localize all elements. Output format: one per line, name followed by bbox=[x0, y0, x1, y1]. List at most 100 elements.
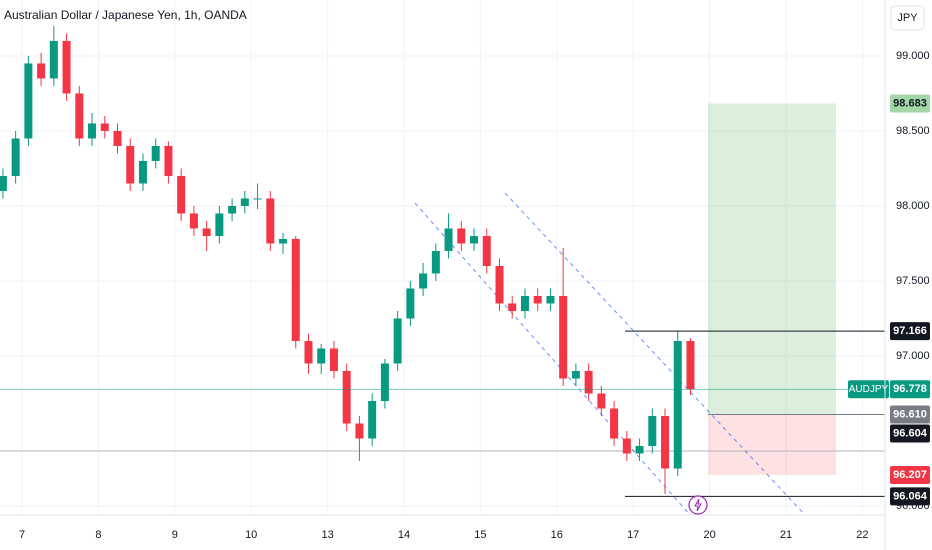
candle-body bbox=[533, 295, 542, 304]
candle-body bbox=[470, 235, 479, 244]
candle-body bbox=[266, 198, 275, 244]
candle-body bbox=[610, 408, 619, 439]
price-label-box bbox=[890, 94, 930, 113]
price-label: 96.778 bbox=[893, 383, 927, 395]
candle-body bbox=[0, 175, 7, 191]
price-label-box bbox=[890, 380, 930, 399]
candle-body bbox=[24, 63, 33, 139]
candle-body bbox=[431, 250, 440, 274]
candle-body bbox=[380, 363, 389, 401]
price-label: 96.064 bbox=[893, 490, 928, 502]
price-label-box bbox=[890, 487, 930, 506]
price-labels: 98.683 97.166 AUDJPY 96.778 96.610 96.604 96.2… bbox=[0, 94, 930, 506]
x-tick-label: 14 bbox=[398, 529, 410, 541]
candle-body bbox=[189, 213, 198, 229]
price-label: 97.166 bbox=[893, 325, 927, 337]
candle-body bbox=[368, 400, 377, 439]
candle-body bbox=[571, 370, 580, 379]
candle-body bbox=[329, 348, 338, 371]
price-label: 96.207 bbox=[893, 469, 927, 481]
x-tick-label: 10 bbox=[245, 529, 257, 541]
candle-body bbox=[673, 340, 682, 469]
x-tick-label: 8 bbox=[95, 529, 101, 541]
chart-title: Australian Dollar / Japanese Yen, 1h, OA… bbox=[4, 8, 247, 22]
candle-body bbox=[584, 370, 593, 394]
candle-body bbox=[622, 438, 631, 454]
candle-body bbox=[177, 175, 186, 214]
candle-body bbox=[520, 295, 529, 311]
candle-body bbox=[444, 228, 453, 251]
candles bbox=[0, 25, 695, 494]
candle-body bbox=[164, 145, 173, 176]
candle-body bbox=[202, 228, 211, 236]
candle-body bbox=[304, 340, 313, 364]
candle-body bbox=[62, 40, 71, 94]
candle-body bbox=[559, 295, 568, 379]
price-label: 98.683 bbox=[893, 97, 927, 109]
currency-button[interactable] bbox=[890, 5, 925, 31]
candle-body bbox=[253, 198, 262, 200]
currency[interactable]: JPY bbox=[897, 12, 918, 24]
x-tick-label: 9 bbox=[172, 529, 178, 541]
candle-body bbox=[597, 393, 606, 409]
y-tick-label: 98.000 bbox=[896, 200, 930, 212]
candle-body bbox=[661, 415, 670, 469]
candle-body bbox=[113, 130, 122, 146]
candle-body bbox=[393, 318, 402, 364]
symbol-label: AUDJPY bbox=[849, 384, 889, 395]
candle-body bbox=[457, 228, 466, 244]
price-label: 96.610 bbox=[893, 408, 927, 420]
candle-body bbox=[495, 265, 504, 304]
price-label-box bbox=[890, 465, 930, 484]
x-tick-label: 17 bbox=[627, 529, 639, 541]
price-label-box bbox=[890, 405, 930, 424]
candle-body bbox=[508, 303, 517, 311]
candle-body bbox=[138, 160, 147, 184]
candle-body bbox=[151, 145, 160, 161]
y-tick-label: 99.000 bbox=[896, 50, 930, 62]
channel-line bbox=[504, 192, 806, 516]
y-tick-label: 97.500 bbox=[896, 275, 930, 287]
candle-body bbox=[75, 93, 84, 139]
event-icon[interactable] bbox=[688, 495, 708, 515]
candle-body bbox=[228, 205, 237, 214]
candle-body bbox=[419, 273, 428, 289]
candle-body bbox=[240, 198, 249, 206]
price-label: 96.604 bbox=[893, 427, 928, 439]
candle-body bbox=[342, 370, 351, 424]
candle-body bbox=[648, 415, 657, 446]
candle-body bbox=[317, 348, 326, 364]
candle-body bbox=[88, 123, 97, 139]
candle-body bbox=[100, 123, 109, 131]
y-tick-label: 98.500 bbox=[896, 125, 930, 137]
candle-body bbox=[406, 288, 415, 319]
event-icon-glyph bbox=[694, 498, 702, 512]
x-tick-label: 21 bbox=[780, 529, 792, 541]
x-tick-label: 13 bbox=[321, 529, 333, 541]
candle-body bbox=[11, 138, 20, 176]
x-tick-label: 7 bbox=[19, 529, 25, 541]
symbol-tag bbox=[848, 380, 889, 399]
price-label-box bbox=[890, 322, 930, 341]
candle-body bbox=[546, 295, 555, 304]
candle-body bbox=[215, 213, 224, 236]
x-tick-label: 20 bbox=[703, 529, 715, 541]
stop-zone bbox=[708, 414, 836, 475]
x-tick-label: 22 bbox=[856, 529, 868, 541]
candle-body bbox=[482, 235, 491, 266]
candle-body bbox=[37, 63, 46, 79]
x-tick-label: 16 bbox=[551, 529, 563, 541]
candle-body bbox=[355, 423, 364, 439]
position-box bbox=[708, 103, 885, 475]
y-tick-label: 97.000 bbox=[896, 350, 930, 362]
price-label-box bbox=[890, 424, 930, 443]
candle-body bbox=[291, 238, 300, 341]
candle-body bbox=[686, 340, 695, 390]
target-zone bbox=[708, 103, 836, 415]
candle-body bbox=[279, 238, 288, 244]
candle-body bbox=[126, 145, 135, 184]
